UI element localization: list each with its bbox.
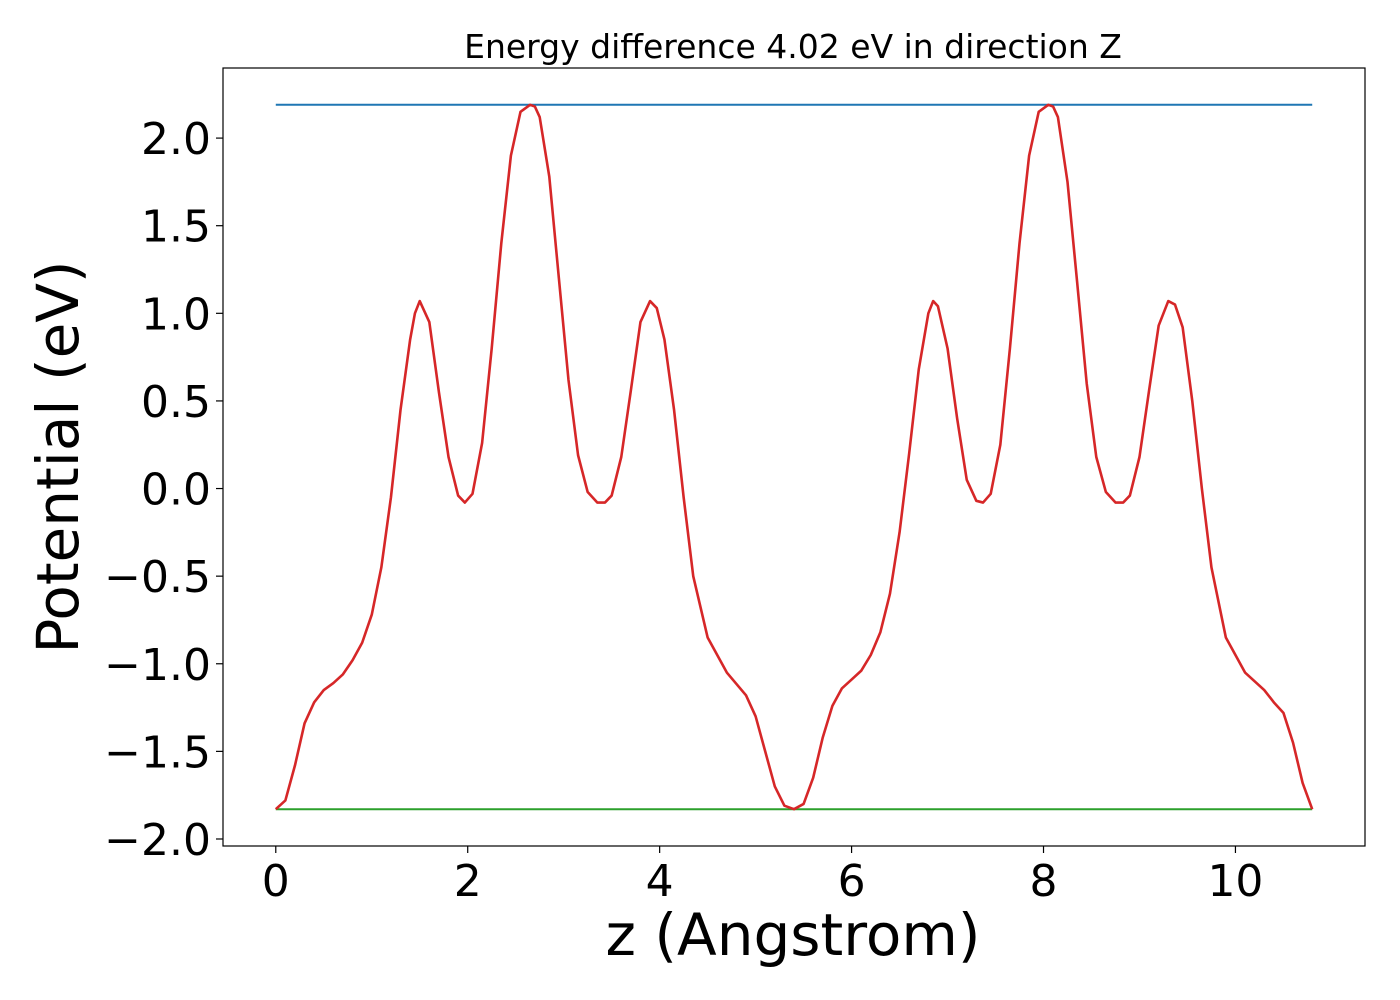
x-tick-label: 2	[454, 856, 482, 907]
series-line-2	[274, 103, 1314, 811]
y-tick-label: 0.0	[141, 465, 211, 516]
plot-area	[223, 68, 1365, 846]
x-axis: 0 2 4 6 8 10	[262, 846, 1263, 907]
series-layer	[274, 103, 1314, 811]
y-tick-label: 2.0	[141, 114, 211, 165]
y-tick-label: −2.0	[104, 815, 211, 866]
x-tick-label: 10	[1207, 856, 1263, 907]
x-tick-label: 0	[262, 856, 290, 907]
y-tick-label: 1.0	[141, 289, 211, 340]
plot-frame	[222, 67, 1366, 847]
y-tick-label: 0.5	[141, 377, 211, 428]
x-tick-label: 6	[838, 856, 866, 907]
y-axis-label: Potential (eV)	[24, 260, 92, 653]
x-axis-label: z (Angstrom)	[606, 901, 981, 969]
y-tick-label: −1.5	[104, 727, 211, 778]
chart-title: Energy difference 4.02 eV in direction Z	[464, 27, 1122, 66]
x-tick-label: 4	[646, 856, 674, 907]
y-tick-label: −0.5	[104, 552, 211, 603]
y-tick-label: 1.5	[141, 202, 211, 253]
y-axis: −2.0 −1.5 −1.0 −0.5 0.0 0.5 1.0 1.5 2.0	[104, 114, 223, 866]
y-tick-label: −1.0	[104, 640, 211, 691]
x-tick-label: 8	[1030, 856, 1058, 907]
